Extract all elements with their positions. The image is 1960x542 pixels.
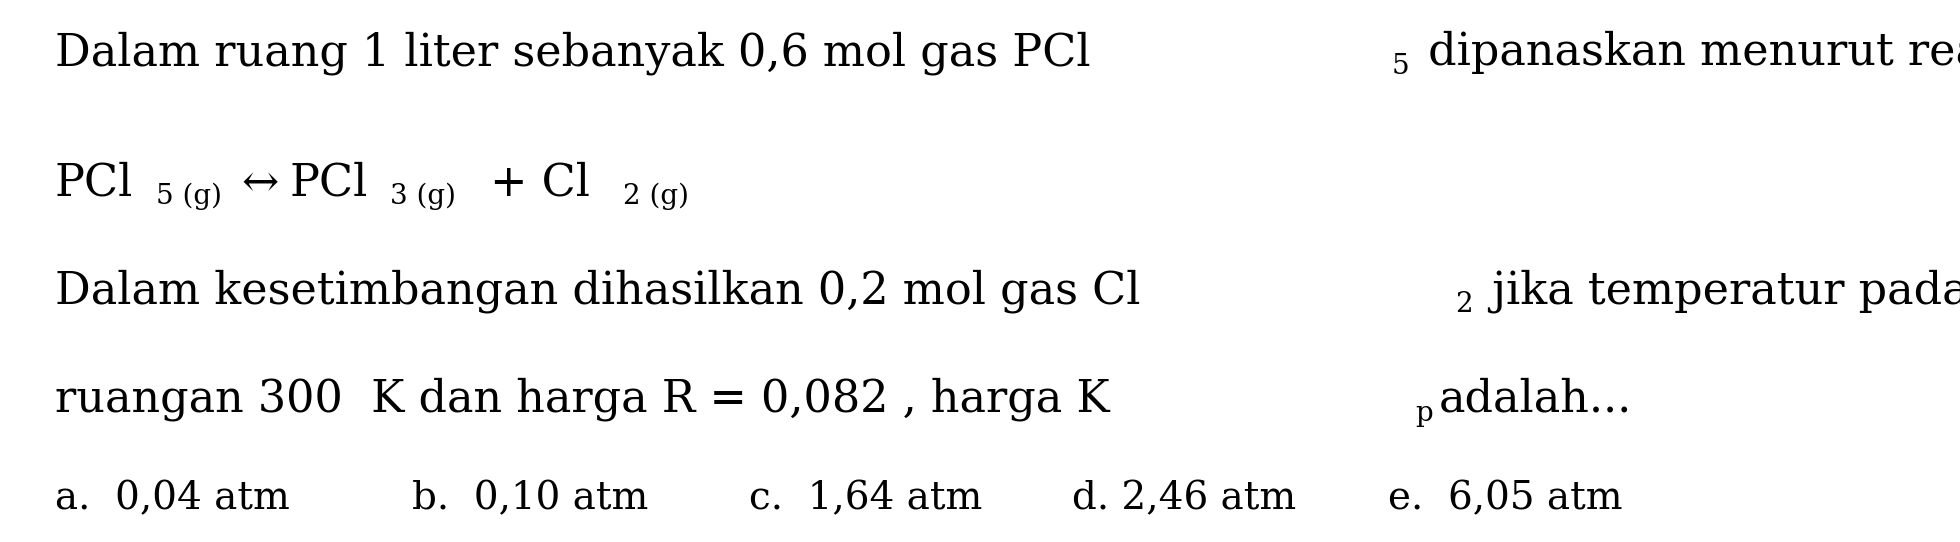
Text: ↔: ↔ [241,161,278,204]
Text: 2 (g): 2 (g) [623,183,688,210]
Text: b.  0,10 atm: b. 0,10 atm [412,480,649,518]
Text: dipanaskan menurut reaksi :: dipanaskan menurut reaksi : [1413,31,1960,74]
Text: 3 (g): 3 (g) [390,183,457,210]
Text: PCl: PCl [55,161,133,204]
Text: e.  6,05 atm: e. 6,05 atm [1388,480,1623,518]
Text: 2: 2 [1456,292,1474,319]
Text: a.  0,04 atm: a. 0,04 atm [55,480,290,518]
Text: adalah...: adalah... [1439,378,1631,421]
Text: jika temperatur pada: jika temperatur pada [1478,269,1960,313]
Text: Dalam ruang 1 liter sebanyak 0,6 mol gas PCl: Dalam ruang 1 liter sebanyak 0,6 mol gas… [55,31,1090,75]
Text: d. 2,46 atm: d. 2,46 atm [1072,480,1296,518]
Text: Dalam kesetimbangan dihasilkan 0,2 mol gas Cl: Dalam kesetimbangan dihasilkan 0,2 mol g… [55,269,1141,313]
Text: PCl: PCl [290,161,368,204]
Text: ruangan 300  K dan harga R = 0,082 , harga K: ruangan 300 K dan harga R = 0,082 , harg… [55,378,1109,422]
Text: c.  1,64 atm: c. 1,64 atm [749,480,982,518]
Text: 5: 5 [1392,53,1409,80]
Text: 5 (g): 5 (g) [157,183,221,210]
Text: p: p [1415,400,1433,427]
Text: + Cl: + Cl [476,161,590,204]
